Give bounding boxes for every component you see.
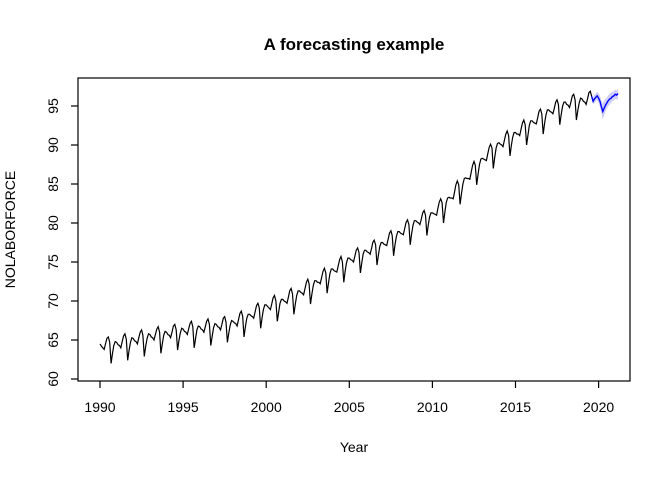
y-tick-label: 70 <box>45 293 61 309</box>
y-tick-label: 60 <box>45 371 61 387</box>
x-tick-label: 1990 <box>84 399 115 415</box>
y-tick-label: 95 <box>45 98 61 114</box>
x-tick-label: 2005 <box>334 399 365 415</box>
y-tick-label: 80 <box>45 215 61 231</box>
chart-title: A forecasting example <box>264 35 445 54</box>
x-tick-label: 2020 <box>583 399 614 415</box>
y-axis-label: NOLABORFORCE <box>2 171 18 288</box>
y-tick-label: 65 <box>45 332 61 348</box>
y-tick-label: 90 <box>45 137 61 153</box>
plot-box <box>77 77 631 382</box>
x-axis-ticks: 1990 1995 2000 2005 2010 2015 2020 <box>84 381 614 415</box>
x-axis-label: Year <box>340 439 369 455</box>
x-tick-label: 2010 <box>417 399 448 415</box>
x-tick-label: 2000 <box>251 399 282 415</box>
x-tick-label: 1995 <box>168 399 199 415</box>
actual-series-line <box>99 89 593 364</box>
y-axis-ticks: 60 65 70 75 80 85 90 95 <box>45 98 78 387</box>
forecast-series-line <box>591 93 619 114</box>
y-tick-label: 85 <box>45 176 61 192</box>
forecast-confidence-band <box>591 88 618 120</box>
y-tick-label: 75 <box>45 254 61 270</box>
x-tick-label: 2015 <box>500 399 531 415</box>
